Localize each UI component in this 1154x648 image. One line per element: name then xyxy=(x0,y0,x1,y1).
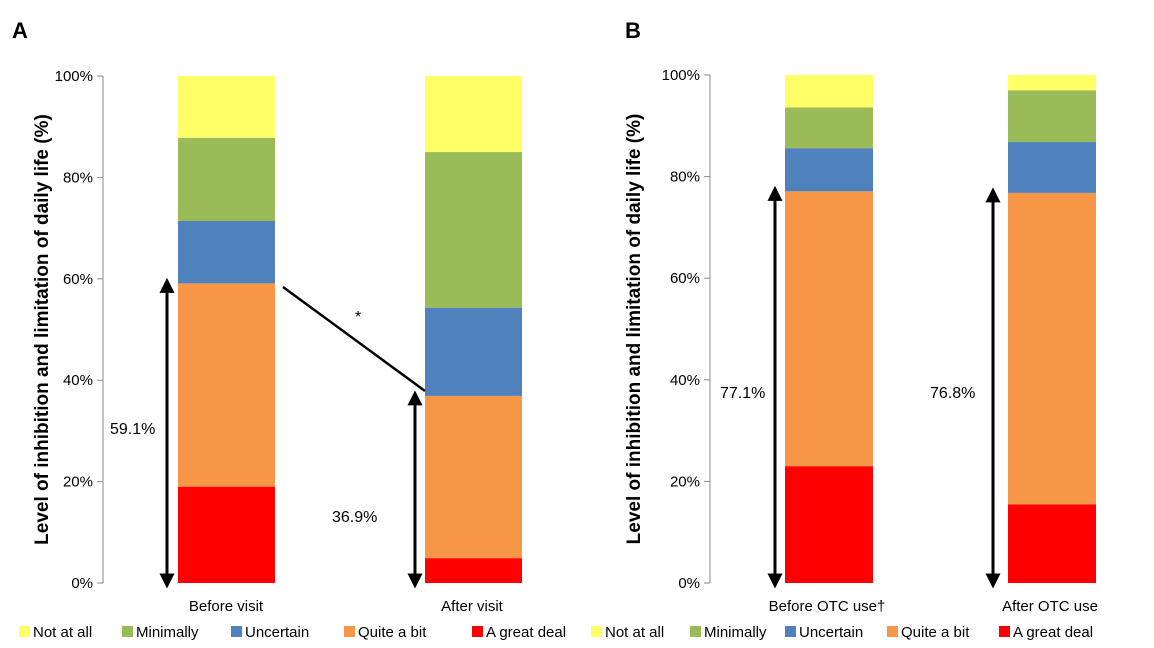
bracket-label: 59.1% xyxy=(110,421,155,438)
legend-swatch xyxy=(472,626,483,637)
legend-label: Uncertain xyxy=(799,624,863,641)
bar-segment-minimally xyxy=(785,107,873,149)
bar-segment-quite-a-bit xyxy=(1008,192,1096,505)
legend-label: Uncertain xyxy=(245,624,309,641)
legend-swatch xyxy=(785,626,796,637)
bar-segment-a-great-deal xyxy=(178,486,275,583)
bracket-label: 76.8% xyxy=(930,385,975,402)
panel-letter: A xyxy=(12,18,28,43)
y-tick-label: 80% xyxy=(63,169,93,186)
y-tick-label: 0% xyxy=(71,575,93,592)
x-category-label: After OTC use xyxy=(1002,598,1098,615)
legend-label: Quite a bit xyxy=(358,624,427,641)
legend-swatch xyxy=(887,626,898,637)
y-tick-label: 100% xyxy=(55,68,93,85)
y-tick-label: 100% xyxy=(662,67,700,84)
legend-label: Quite a bit xyxy=(901,624,970,641)
bar-segment-not-at-all xyxy=(425,76,522,153)
y-tick-label: 0% xyxy=(678,575,700,592)
bar-segment-uncertain xyxy=(1008,142,1096,193)
bar-segment-a-great-deal xyxy=(425,558,522,583)
legend-label: Not at all xyxy=(605,624,664,641)
bar-segment-not-at-all xyxy=(178,76,275,138)
x-category-label: After visit xyxy=(441,598,504,615)
legend: Not at all Minimally Uncertain Quite a bit A… xyxy=(19,624,566,641)
legend: Not at all Minimally Uncertain Quite a bit A… xyxy=(591,624,1093,641)
y-axis-title: Level of inhibition and limitation of da… xyxy=(624,114,645,545)
y-tick-label: 60% xyxy=(670,270,700,287)
bar-segment-uncertain xyxy=(425,307,522,396)
legend-label: Not at all xyxy=(33,624,92,641)
y-tick-label: 40% xyxy=(670,372,700,389)
y-tick-label: 20% xyxy=(670,473,700,490)
chart-panel-b: B Level of inhibition and limitation of d… xyxy=(591,18,1098,641)
legend-swatch xyxy=(344,626,355,637)
bracket-label: 77.1% xyxy=(720,385,765,402)
legend-label: Minimally xyxy=(704,624,767,641)
bracket-label: 36.9% xyxy=(332,509,377,526)
y-tick-label: 60% xyxy=(63,271,93,288)
bar-segment-quite-a-bit xyxy=(178,283,275,487)
chart-panel-a: A Level of inhibition and limitation of d… xyxy=(12,18,566,641)
significance-line xyxy=(282,285,426,393)
legend-swatch xyxy=(122,626,133,637)
legend-swatch xyxy=(690,626,701,637)
legend-swatch xyxy=(999,626,1010,637)
y-tick-label: 40% xyxy=(63,372,93,389)
x-category-label: Before OTC use† xyxy=(769,598,886,615)
bar-segment-uncertain xyxy=(785,148,873,192)
bar-segment-a-great-deal xyxy=(785,466,873,583)
y-axis-title: Level of inhibition and limitation of da… xyxy=(32,114,53,545)
bar-segment-not-at-all xyxy=(1008,75,1096,91)
legend-label: A great deal xyxy=(486,624,566,641)
bar-segment-not-at-all xyxy=(785,75,873,108)
bar-segment-quite-a-bit xyxy=(785,191,873,467)
legend-label: A great deal xyxy=(1013,624,1093,641)
legend-label: Minimally xyxy=(136,624,199,641)
y-tick-label: 20% xyxy=(63,474,93,491)
legend-swatch xyxy=(19,626,30,637)
bar-segment-quite-a-bit xyxy=(425,395,522,559)
y-tick-label: 80% xyxy=(670,169,700,186)
panel-letter: B xyxy=(625,18,641,43)
bar-segment-minimally xyxy=(178,137,275,222)
bar-segment-minimally xyxy=(425,152,522,308)
legend-swatch xyxy=(591,626,602,637)
bar-segment-uncertain xyxy=(178,221,275,284)
x-category-label: Before visit xyxy=(189,598,264,615)
significance-mark: * xyxy=(355,309,361,326)
bar-segment-minimally xyxy=(1008,90,1096,143)
legend-swatch xyxy=(231,626,242,637)
bar-segment-a-great-deal xyxy=(1008,504,1096,583)
